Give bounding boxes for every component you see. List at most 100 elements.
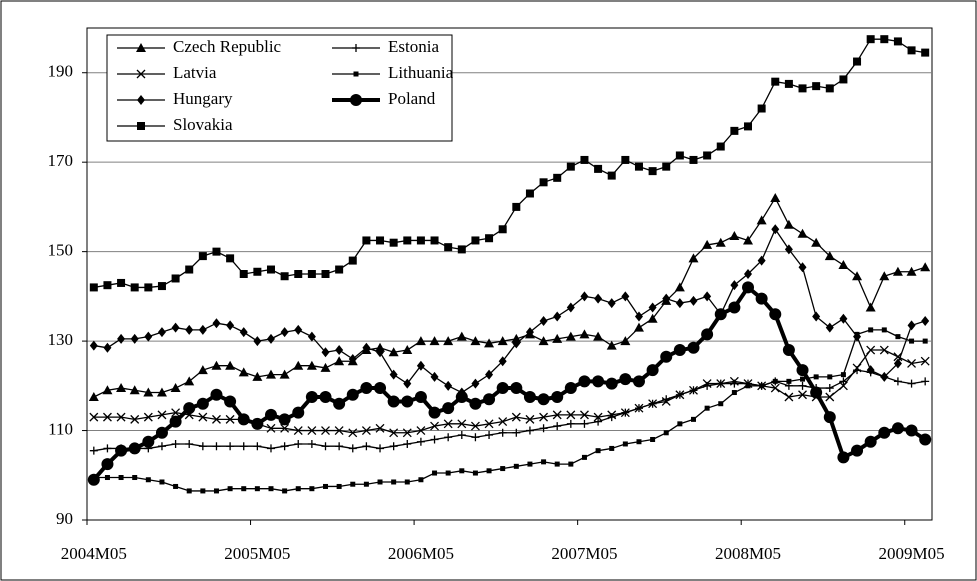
data-point (157, 282, 166, 291)
legend-marker (137, 95, 145, 105)
data-point (212, 414, 221, 424)
data-point (702, 239, 713, 249)
data-point (868, 327, 874, 333)
data-point (663, 430, 669, 436)
data-point (459, 468, 465, 474)
data-point (430, 236, 439, 245)
data-point (414, 391, 427, 403)
data-point (403, 378, 412, 389)
data-point (198, 324, 207, 335)
data-point (756, 215, 767, 225)
data-point (387, 395, 400, 408)
data-point (416, 236, 425, 245)
data-point (143, 412, 153, 422)
data-point (827, 374, 833, 380)
data-point (566, 162, 575, 171)
data-point (416, 360, 425, 371)
data-point (879, 271, 890, 281)
data-point (525, 426, 534, 435)
data-point (129, 385, 140, 395)
data-point (527, 461, 533, 467)
data-point (457, 431, 466, 440)
data-point (103, 444, 112, 453)
data-point (714, 308, 727, 321)
data-point (541, 459, 547, 465)
data-point (485, 234, 494, 243)
x-tick-label: 2004M05 (61, 544, 127, 563)
data-point (280, 327, 289, 338)
data-point (677, 421, 683, 427)
data-point (362, 342, 371, 353)
data-point (744, 122, 753, 131)
data-point (471, 236, 480, 245)
data-point (118, 475, 124, 481)
data-point (907, 358, 917, 368)
data-point (197, 365, 208, 375)
data-point (770, 192, 781, 202)
data-point (443, 419, 453, 429)
data-point (455, 391, 468, 403)
data-point (648, 167, 657, 176)
data-point (581, 454, 587, 460)
legend-label: Slovakia (173, 115, 233, 134)
data-point (130, 283, 139, 292)
data-point (116, 412, 126, 422)
data-point (241, 486, 247, 492)
data-point (907, 320, 916, 331)
data-point (171, 408, 181, 418)
data-point (632, 375, 645, 388)
data-point (553, 173, 562, 182)
legend-box (106, 34, 453, 142)
legend-label: Lithuania (388, 63, 454, 82)
data-point (853, 57, 862, 66)
data-point (568, 461, 574, 467)
data-point (226, 442, 235, 451)
data-point (264, 408, 277, 421)
data-point (251, 417, 264, 430)
data-point (362, 442, 371, 451)
data-point (759, 383, 765, 389)
data-point (375, 423, 385, 433)
legend-label: Hungary (173, 89, 233, 108)
data-point (132, 475, 138, 481)
data-point (784, 244, 793, 255)
data-point (674, 282, 685, 292)
data-point (89, 283, 98, 292)
data-point (703, 151, 712, 160)
data-point (716, 142, 725, 151)
data-point (907, 46, 916, 55)
data-point (552, 410, 562, 420)
data-point (840, 372, 846, 378)
data-point (893, 377, 902, 386)
data-point (580, 410, 589, 420)
data-point (921, 377, 930, 386)
data-point (212, 318, 221, 329)
data-point (142, 435, 155, 448)
data-point (715, 237, 726, 247)
data-point (361, 426, 371, 436)
data-point (196, 397, 209, 410)
data-point (226, 254, 235, 263)
data-point (280, 442, 289, 451)
data-point (483, 393, 496, 406)
data-point (333, 397, 346, 410)
data-point (157, 442, 166, 451)
data-point (293, 426, 303, 436)
data-point (525, 327, 534, 338)
data-point (909, 338, 915, 344)
data-point (798, 390, 807, 400)
data-point (636, 439, 642, 445)
data-point (307, 331, 316, 342)
data-point (622, 441, 628, 447)
data-point (305, 391, 318, 403)
data-point (457, 245, 466, 254)
data-point (471, 433, 480, 442)
data-point (389, 369, 398, 380)
data-point (512, 338, 521, 349)
data-point (770, 383, 780, 393)
data-point (115, 444, 128, 457)
data-point (471, 378, 480, 389)
data-point (404, 479, 410, 485)
data-point (430, 371, 439, 382)
